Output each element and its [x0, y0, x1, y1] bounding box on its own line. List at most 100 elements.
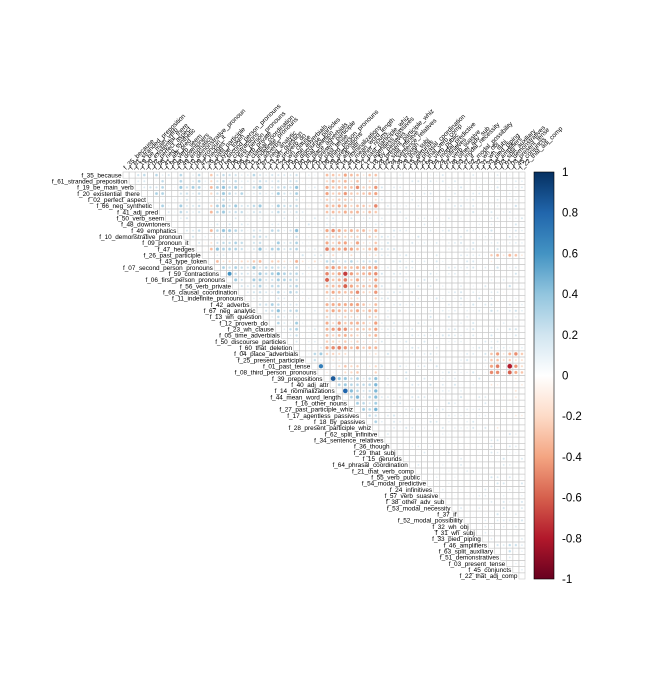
correlation-circle: [399, 192, 401, 195]
correlation-circle: [173, 180, 176, 183]
grid-cell: [439, 418, 447, 426]
correlation-circle: [332, 358, 335, 362]
correlation-circle: [276, 271, 281, 276]
correlation-circle: [460, 402, 462, 404]
correlation-circle: [387, 322, 389, 324]
correlation-circle: [405, 217, 408, 220]
correlation-circle: [489, 364, 494, 369]
correlation-circle: [399, 328, 401, 330]
correlation-circle: [466, 469, 469, 473]
correlation-circle: [386, 426, 389, 429]
correlation-circle: [204, 186, 207, 189]
correlation-circle: [222, 235, 225, 239]
correlation-circle: [417, 204, 420, 208]
correlation-circle: [283, 309, 286, 313]
correlation-circle: [417, 463, 420, 467]
grid-cell: [195, 245, 203, 253]
correlation-circle: [520, 500, 524, 504]
correlation-circle: [399, 371, 401, 374]
correlation-circle: [478, 211, 481, 213]
correlation-circle: [221, 173, 226, 177]
correlation-circle: [521, 205, 523, 207]
correlation-circle: [252, 229, 256, 232]
correlation-circle: [448, 236, 450, 238]
correlation-circle: [356, 223, 359, 226]
correlation-circle: [484, 180, 487, 183]
correlation-circle: [520, 352, 524, 356]
correlation-circle: [436, 439, 438, 441]
correlation-circle: [411, 439, 414, 442]
grid-cell: [189, 221, 197, 228]
correlation-circle: [276, 284, 280, 288]
correlation-circle: [228, 223, 231, 226]
correlation-circle: [490, 260, 493, 263]
correlation-circle: [368, 352, 371, 356]
correlation-circle: [472, 279, 475, 281]
correlation-circle: [215, 228, 220, 233]
correlation-circle: [515, 556, 517, 559]
correlation-circle: [441, 285, 444, 288]
grid-cell: [445, 344, 453, 352]
grid-cell: [305, 214, 313, 222]
correlation-circle: [448, 174, 450, 176]
correlation-circle: [350, 297, 353, 300]
correlation-circle: [478, 488, 480, 491]
correlation-circle: [308, 254, 310, 256]
correlation-circle: [441, 396, 444, 399]
correlation-circle: [502, 390, 505, 392]
grid-cell: [159, 208, 166, 216]
correlation-circle: [509, 525, 511, 528]
correlation-circle: [521, 427, 523, 429]
grid-cell: [427, 233, 434, 241]
correlation-circle: [337, 198, 341, 202]
row-label: f_31_wh_subj: [435, 530, 474, 537]
correlation-circle: [301, 316, 304, 318]
correlation-circle: [411, 383, 414, 387]
correlation-circle: [240, 186, 244, 189]
correlation-circle: [343, 382, 348, 387]
correlation-circle: [185, 216, 189, 220]
correlation-circle: [490, 433, 493, 435]
correlation-circle: [417, 179, 420, 183]
correlation-circle: [509, 316, 511, 318]
correlation-circle: [374, 315, 378, 319]
correlation-circle: [240, 284, 244, 288]
correlation-circle: [508, 284, 512, 288]
correlation-circle: [441, 463, 444, 466]
correlation-circle: [472, 439, 475, 442]
correlation-circle: [350, 364, 353, 368]
correlation-circle: [380, 223, 384, 226]
correlation-circle: [386, 402, 389, 405]
correlation-circle: [302, 328, 304, 330]
correlation-circle: [186, 180, 188, 182]
correlation-circle: [496, 457, 499, 460]
grid-cell: [469, 455, 477, 463]
correlation-circle: [447, 414, 451, 417]
grid-cell: [378, 424, 386, 432]
correlation-circle: [417, 303, 420, 306]
correlation-circle: [319, 285, 322, 288]
correlation-circle: [191, 185, 195, 190]
correlation-circle: [271, 217, 273, 219]
row-label: f_51_demonstratives: [440, 555, 499, 562]
correlation-circle: [502, 463, 505, 467]
correlation-circle: [484, 494, 487, 497]
correlation-circle: [521, 451, 523, 454]
grid-cell: [506, 393, 514, 401]
correlation-circle: [478, 174, 480, 176]
correlation-circle: [277, 223, 280, 226]
correlation-circle: [271, 180, 274, 183]
correlation-circle: [429, 272, 432, 276]
correlation-circle: [490, 340, 493, 343]
grid-cell: [494, 529, 501, 537]
correlation-circle: [472, 469, 475, 473]
grid-cell: [451, 214, 459, 222]
correlation-circle: [380, 186, 384, 189]
correlation-circle: [265, 260, 267, 263]
grid-cell: [299, 227, 307, 234]
grid-cell: [451, 387, 459, 395]
correlation-circle: [447, 241, 450, 245]
correlation-circle: [502, 254, 505, 257]
correlation-circle: [472, 229, 475, 232]
grid-cell: [262, 221, 270, 228]
